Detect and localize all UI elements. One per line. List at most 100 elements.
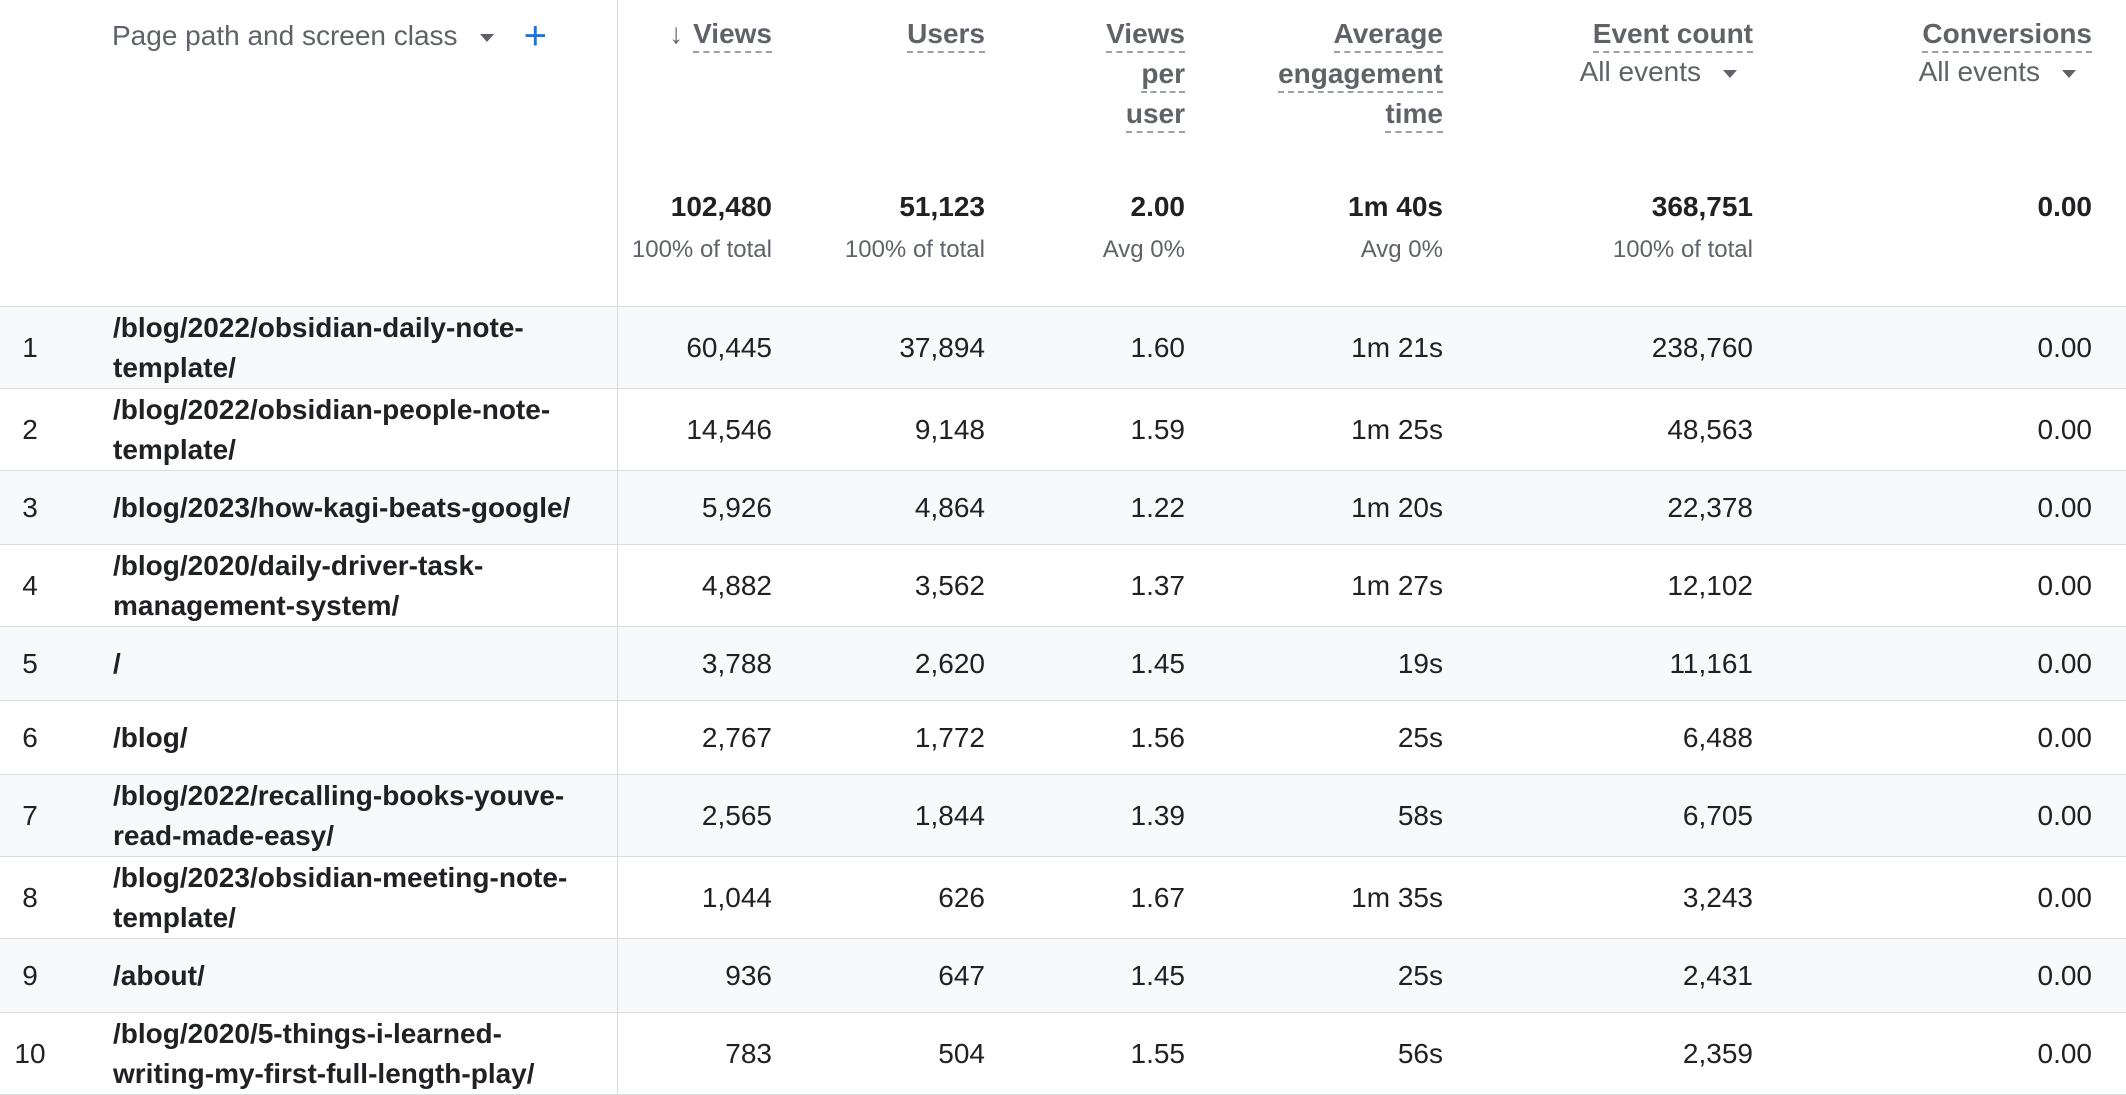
total-conversions: 0.00 [1781,169,2126,307]
conversion-filter-value[interactable]: All events [1918,56,2040,87]
views-cell: 1,044 [617,856,800,939]
page-path: /blog/ [100,700,618,775]
total-views-per-user: 2.00 Avg 0% [1013,169,1213,307]
users-cell: 1,772 [800,700,1013,775]
views-per-user-cell: 1.59 [1013,388,1213,471]
page-path: /blog/2023/how-kagi-beats-google/ [100,470,618,545]
table-row[interactable]: 3 /blog/2023/how-kagi-beats-google/ 5,92… [0,470,2126,545]
event-filter-value[interactable]: All events [1579,56,1701,87]
event-count-cell: 3,243 [1471,856,1781,939]
chevron-down-icon[interactable] [479,33,494,42]
row-index: 5 [0,626,100,701]
row-index: 2 [0,388,100,471]
event-count-cell: 11,161 [1471,626,1781,701]
conversions-cell: 0.00 [1781,938,2126,1013]
total-avg-engagement: 1m 40s Avg 0% [1213,169,1471,307]
dimension-header: Page path and screen class + [100,0,618,169]
table-row[interactable]: 5 / 3,788 2,620 1.45 19s 11,161 0.00 [0,626,2126,701]
conversions-header[interactable]: Conversions All events [1781,0,2126,169]
views-per-user-cell: 1.56 [1013,700,1213,775]
conversion-filter-select[interactable]: All events [1781,56,2092,88]
users-cell: 2,620 [800,626,1013,701]
event-filter-select[interactable]: All events [1471,56,1753,88]
sort-descending-icon[interactable]: ↓ [669,18,684,49]
table-row[interactable]: 10 /blog/2020/5-things-i-learned-writing… [0,1012,2126,1095]
table-row[interactable]: 9 /about/ 936 647 1.45 25s 2,431 0.00 [0,938,2126,1013]
page-path: /blog/2020/5-things-i-learned-writing-my… [100,1012,618,1095]
page-path: /blog/2022/obsidian-daily-note-template/ [100,306,618,389]
users-cell: 37,894 [800,306,1013,389]
page-path: /about/ [100,938,618,1013]
views-cell: 4,882 [617,544,800,627]
views-cell: 3,788 [617,626,800,701]
column-title[interactable]: Event count [1592,18,1753,53]
row-index: 7 [0,774,100,857]
table-row[interactable]: 7 /blog/2022/recalling-books-youve-read-… [0,774,2126,857]
avg-engagement-header[interactable]: Average engagement time [1213,0,1471,169]
table-row[interactable]: 6 /blog/ 2,767 1,772 1.56 25s 6,488 0.00 [0,700,2126,775]
users-cell: 504 [800,1012,1013,1095]
page-path: /blog/2022/recalling-books-youve-read-ma… [100,774,618,857]
event-count-cell: 6,488 [1471,700,1781,775]
conversions-cell: 0.00 [1781,700,2126,775]
conversions-cell: 0.00 [1781,544,2126,627]
views-per-user-cell: 1.22 [1013,470,1213,545]
row-index: 10 [0,1012,100,1095]
users-cell: 9,148 [800,388,1013,471]
column-title[interactable]: Users [907,18,985,53]
page-path: /blog/2023/obsidian-meeting-note-templat… [100,856,618,939]
event-count-cell: 48,563 [1471,388,1781,471]
column-title-line[interactable]: Views [1106,18,1185,53]
engagement-cell: 25s [1213,700,1471,775]
views-cell: 60,445 [617,306,800,389]
views-per-user-cell: 1.37 [1013,544,1213,627]
users-cell: 3,562 [800,544,1013,627]
views-per-user-header[interactable]: Views per user [1013,0,1213,169]
views-cell: 5,926 [617,470,800,545]
total-views: 102,480 100% of total [617,169,800,307]
chevron-down-icon[interactable] [2062,69,2076,78]
conversions-cell: 0.00 [1781,774,2126,857]
views-per-user-cell: 1.45 [1013,938,1213,1013]
total-users: 51,123 100% of total [800,169,1013,307]
column-title-line[interactable]: time [1385,98,1443,133]
event-count-header[interactable]: Event count All events [1471,0,1781,169]
column-title[interactable]: Conversions [1922,18,2092,53]
table-row[interactable]: 8 /blog/2023/obsidian-meeting-note-templ… [0,856,2126,939]
page-path: / [100,626,618,701]
total-event-count: 368,751 100% of total [1471,169,1781,307]
header-row: Page path and screen class + ↓ Views User… [0,0,2126,169]
totals-row: 102,480 100% of total 51,123 100% of total… [0,169,2126,307]
column-title-line[interactable]: engagement [1278,58,1443,93]
column-title-line[interactable]: Average [1333,18,1443,53]
chevron-down-icon[interactable] [1723,69,1737,78]
table-row[interactable]: 2 /blog/2022/obsidian-people-note-templa… [0,388,2126,471]
column-title-line[interactable]: user [1125,98,1185,133]
row-index: 9 [0,938,100,1013]
views-cell: 2,767 [617,700,800,775]
event-count-cell: 12,102 [1471,544,1781,627]
dimension-selector[interactable]: Page path and screen class [112,20,458,51]
views-per-user-cell: 1.39 [1013,774,1213,857]
table-row[interactable]: 1 /blog/2022/obsidian-daily-note-templat… [0,306,2126,389]
column-title-line[interactable]: per [1141,58,1185,93]
views-per-user-cell: 1.60 [1013,306,1213,389]
table-row[interactable]: 4 /blog/2020/daily-driver-task-managemen… [0,544,2126,627]
column-title[interactable]: Views [693,18,772,53]
views-cell: 14,546 [617,388,800,471]
conversions-cell: 0.00 [1781,856,2126,939]
views-header[interactable]: ↓ Views [617,0,800,169]
add-dimension-button[interactable]: + [523,14,547,58]
index-header [0,0,100,169]
engagement-cell: 1m 25s [1213,388,1471,471]
views-cell: 936 [617,938,800,1013]
row-index: 6 [0,700,100,775]
page-path: /blog/2022/obsidian-people-note-template… [100,388,618,471]
event-count-cell: 2,431 [1471,938,1781,1013]
views-per-user-cell: 1.67 [1013,856,1213,939]
users-cell: 626 [800,856,1013,939]
conversions-cell: 0.00 [1781,1012,2126,1095]
users-header[interactable]: Users [800,0,1013,169]
views-cell: 2,565 [617,774,800,857]
engagement-cell: 19s [1213,626,1471,701]
